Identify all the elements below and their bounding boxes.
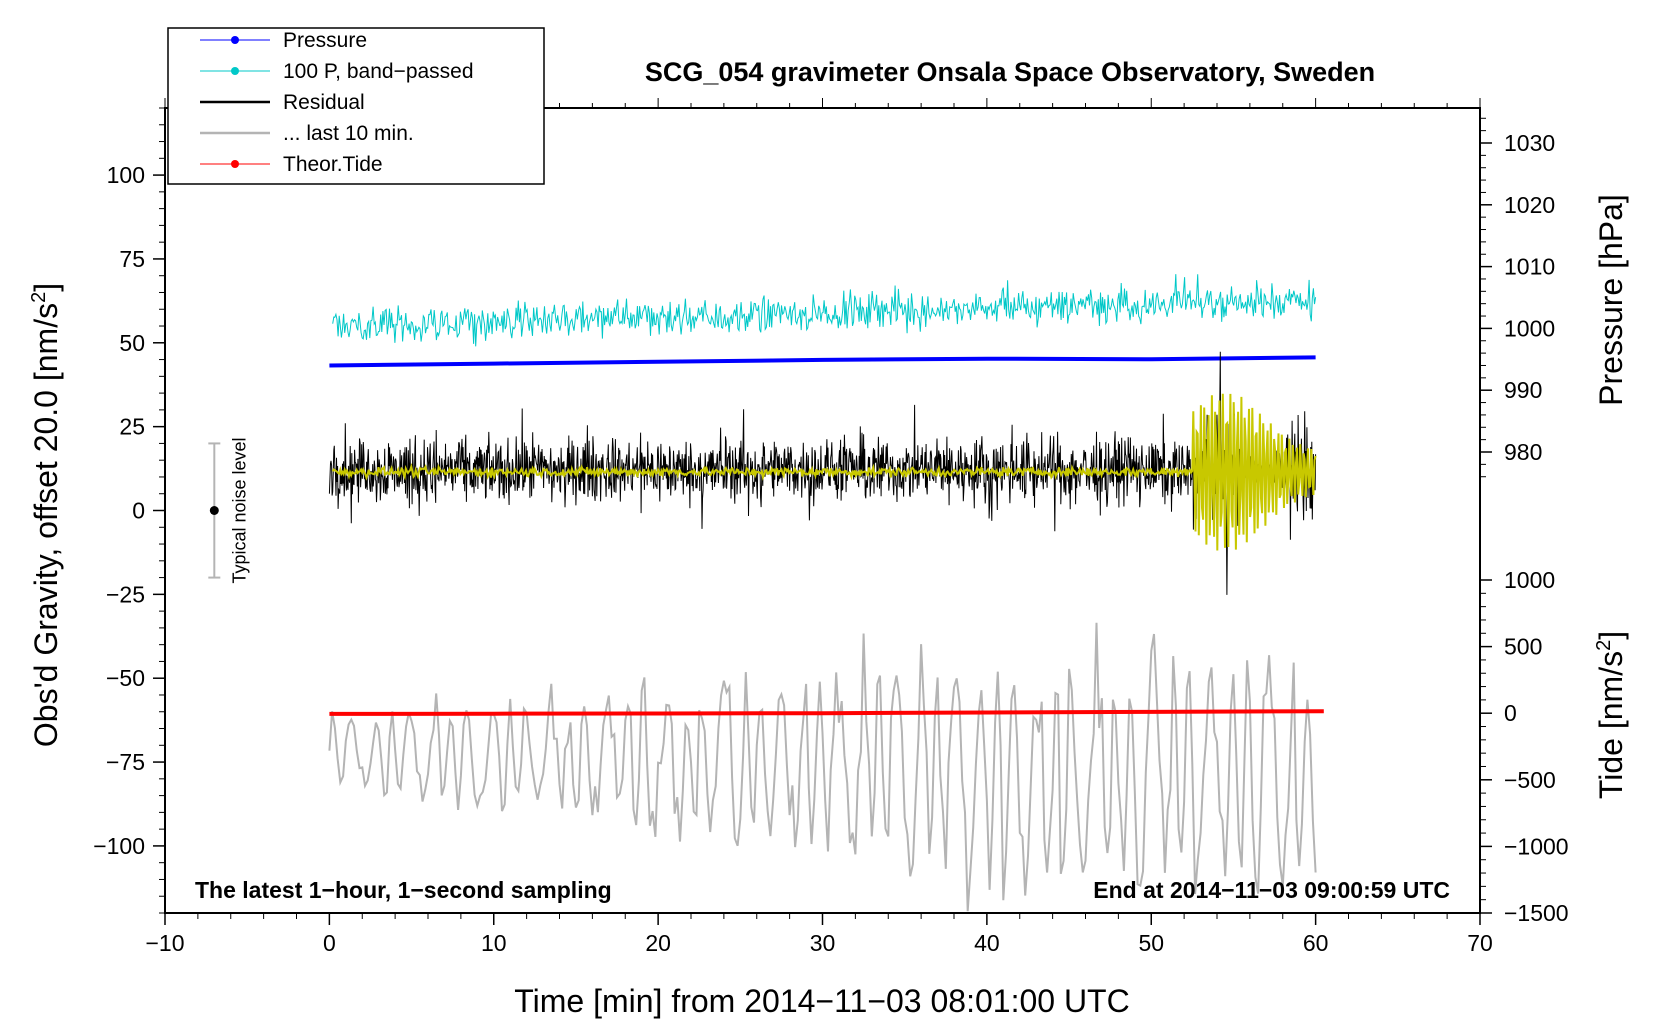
legend-box <box>167 27 545 185</box>
pressure-tick-label: 1010 <box>1504 254 1555 280</box>
tide-tick-label: 0 <box>1504 700 1517 726</box>
ticks-layer: −10 0 10 20 30 40 50 60 701007550250−25−50−75−10… <box>93 98 1569 956</box>
tide-tick-label: −1500 <box>1504 900 1569 926</box>
annotation-right: End at 2014−11−03 09:00:59 UTC <box>1093 877 1450 903</box>
legend-label: Residual <box>283 91 365 114</box>
x-tick-label: −10 <box>145 930 184 956</box>
legend-marker <box>231 160 239 168</box>
x-tick-label: 0 <box>323 930 336 956</box>
x-tick-label: 10 <box>481 930 507 956</box>
y-axis-label-tide: Tide [nm/s2] <box>1593 631 1629 799</box>
x-tick-label: 70 <box>1467 930 1493 956</box>
legend: Pressure 100 P, band−passed Residual ... la… <box>167 27 545 185</box>
series-band-passed-pressure <box>332 274 1317 347</box>
pressure-tick-label: 1020 <box>1504 192 1555 218</box>
pressure-tick-label: 1000 <box>1504 315 1555 341</box>
noise-indicator: Typical noise level <box>208 437 249 584</box>
series-pressure <box>329 355 1316 368</box>
pressure-tick-label: 980 <box>1504 439 1542 465</box>
series-theoretical-tide <box>329 709 1324 716</box>
series-layer <box>328 274 1324 912</box>
y-tick-label: 0 <box>132 498 145 524</box>
pressure-tick-label: 990 <box>1504 377 1542 403</box>
y-tick-label: 100 <box>107 162 145 188</box>
y-tick-label: 50 <box>119 330 145 356</box>
noise-label: Typical noise level <box>229 437 249 583</box>
tide-tick-label: 500 <box>1504 634 1542 660</box>
y-axis-label-main-sup: 2 <box>28 292 50 303</box>
x-tick-label: 30 <box>810 930 836 956</box>
y-tick-label: −50 <box>106 665 145 691</box>
series-last-10-min <box>328 622 1317 912</box>
y-tick-label: 25 <box>119 414 145 440</box>
x-tick-label: 60 <box>1303 930 1329 956</box>
legend-marker <box>231 67 239 75</box>
annotation-left: The latest 1−hour, 1−second sampling <box>195 877 612 903</box>
x-axis-label: Time [min] from 2014−11−03 08:01:00 UTC <box>514 983 1129 1019</box>
legend-label: Pressure <box>283 29 367 52</box>
legend-label: ... last 10 min. <box>283 122 414 145</box>
y-axis-label-pressure: Pressure [hPa] <box>1593 194 1629 406</box>
x-tick-label: 20 <box>645 930 671 956</box>
legend-label: 100 P, band−passed <box>283 60 474 83</box>
noise-point <box>209 506 219 515</box>
y-axis-label-tide-end: ] <box>1593 631 1629 640</box>
y-axis-label-main: Obs'd Gravity, offset 20.0 [nm/s2] <box>28 283 64 747</box>
series-residual-smoothed <box>331 393 1317 551</box>
pressure-tick-label: 1030 <box>1504 130 1555 156</box>
tide-tick-label: −1000 <box>1504 833 1569 859</box>
y-tick-label: −75 <box>106 749 145 775</box>
tide-tick-label: 1000 <box>1504 567 1555 593</box>
y-axis-label-main-end: ] <box>28 283 64 292</box>
y-axis-label-tide-text: Tide [nm/s <box>1593 651 1629 799</box>
y-tick-label: −100 <box>93 833 145 859</box>
y-axis-label-tide-sup: 2 <box>1593 640 1615 651</box>
y-tick-label: −25 <box>106 581 145 607</box>
y-axis-label-main-text: Obs'd Gravity, offset 20.0 [nm/s <box>28 303 64 747</box>
tide-tick-label: −500 <box>1504 767 1556 793</box>
legend-marker <box>231 36 239 44</box>
plot-area <box>164 107 1481 914</box>
y-tick-label: 75 <box>119 246 145 272</box>
x-tick-label: 50 <box>1138 930 1164 956</box>
legend-items: Pressure 100 P, band−passed Residual ... la… <box>200 29 474 176</box>
x-tick-label: 40 <box>974 930 1000 956</box>
legend-label: Theor.Tide <box>283 153 383 176</box>
chart-title: SCG_054 gravimeter Onsala Space Observat… <box>645 57 1375 87</box>
